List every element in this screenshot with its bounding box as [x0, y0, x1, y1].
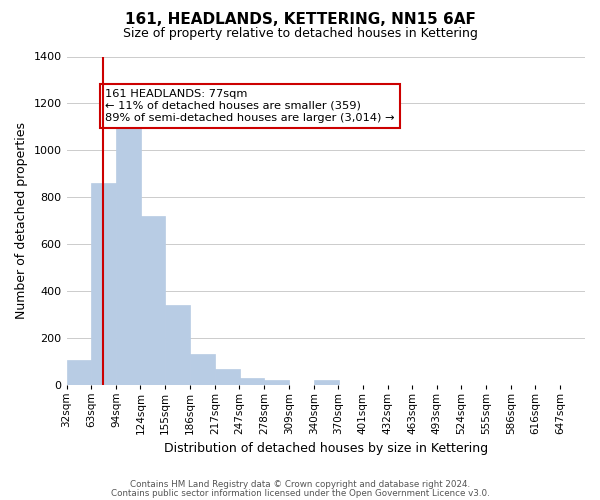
Bar — [314, 380, 338, 384]
Text: Contains public sector information licensed under the Open Government Licence v3: Contains public sector information licen… — [110, 489, 490, 498]
Text: Size of property relative to detached houses in Kettering: Size of property relative to detached ho… — [122, 28, 478, 40]
Text: Contains HM Land Registry data © Crown copyright and database right 2024.: Contains HM Land Registry data © Crown c… — [130, 480, 470, 489]
Bar — [190, 354, 215, 384]
Bar — [116, 120, 141, 384]
Bar — [165, 305, 190, 384]
Text: 161 HEADLANDS: 77sqm
← 11% of detached houses are smaller (359)
89% of semi-deta: 161 HEADLANDS: 77sqm ← 11% of detached h… — [105, 90, 395, 122]
Text: 161, HEADLANDS, KETTERING, NN15 6AF: 161, HEADLANDS, KETTERING, NN15 6AF — [125, 12, 475, 28]
Bar — [215, 370, 240, 384]
Bar — [140, 216, 165, 384]
Bar — [67, 360, 91, 384]
Y-axis label: Number of detached properties: Number of detached properties — [15, 122, 28, 319]
X-axis label: Distribution of detached houses by size in Kettering: Distribution of detached houses by size … — [164, 442, 488, 455]
Bar — [91, 183, 116, 384]
Bar — [239, 378, 264, 384]
Bar — [264, 380, 289, 384]
